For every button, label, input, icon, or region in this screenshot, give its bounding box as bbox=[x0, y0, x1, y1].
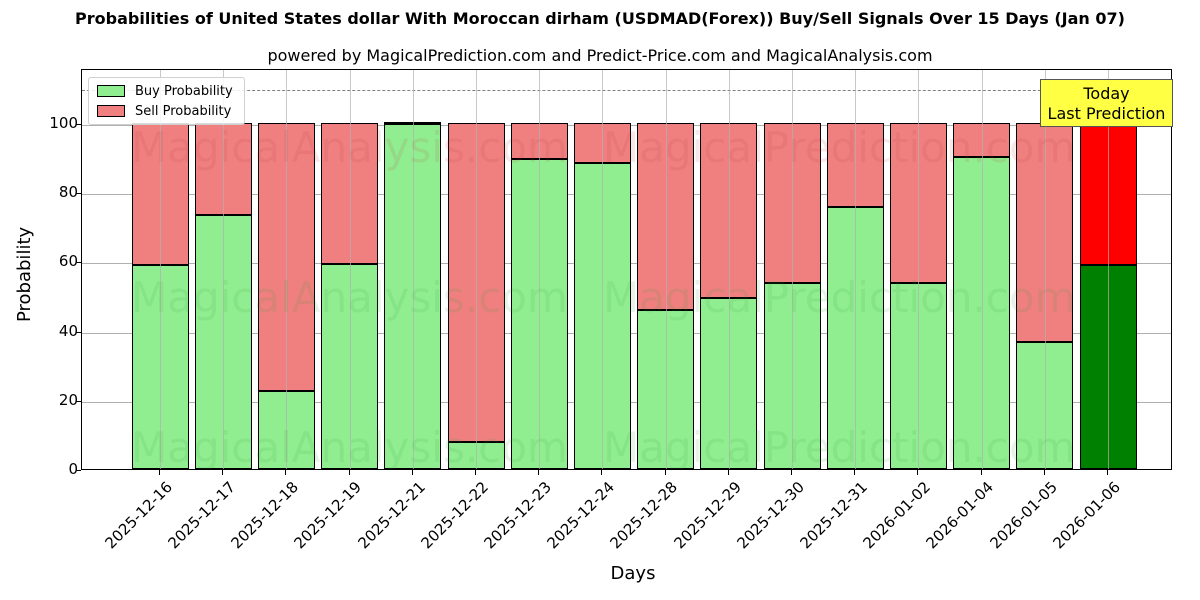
today-annotation-line1: Today bbox=[1083, 84, 1130, 103]
x-tick-mark bbox=[475, 470, 476, 475]
legend-buy-label: Buy Probability bbox=[135, 83, 233, 99]
x-tick-label: 2025-12-21 bbox=[354, 478, 429, 553]
gridline-v bbox=[728, 70, 730, 469]
x-tick-mark bbox=[917, 470, 919, 475]
y-tick-label: 80 bbox=[58, 183, 78, 202]
x-tick-label: 2025-12-16 bbox=[101, 478, 176, 553]
x-tick-label: 2026-01-06 bbox=[1049, 478, 1124, 553]
y-tick-label: 40 bbox=[58, 321, 78, 340]
x-tick-mark bbox=[159, 470, 160, 475]
gridline-v bbox=[1108, 70, 1109, 469]
x-tick-mark bbox=[411, 470, 413, 475]
x-tick-mark bbox=[348, 470, 350, 475]
gridline-v bbox=[665, 70, 667, 469]
gridline-v bbox=[1044, 70, 1046, 469]
x-tick-label: 2025-12-29 bbox=[670, 478, 745, 553]
x-tick-label: 2025-12-24 bbox=[543, 478, 619, 553]
y-axis-title: Probability bbox=[14, 226, 35, 322]
legend-item-buy: Buy Probability bbox=[97, 82, 233, 100]
x-tick-mark bbox=[664, 470, 666, 475]
x-tick-mark bbox=[980, 470, 982, 475]
gridline-v bbox=[981, 70, 983, 469]
x-tick-label: 2025-12-28 bbox=[606, 478, 682, 553]
y-tick-mark bbox=[76, 193, 81, 195]
x-tick-label: 2025-12-30 bbox=[733, 478, 808, 553]
buy-swatch-icon bbox=[97, 85, 125, 97]
x-tick-label: 2025-12-18 bbox=[227, 478, 303, 553]
legend-item-sell: Sell Probability bbox=[97, 102, 231, 120]
gridline-v bbox=[539, 70, 541, 469]
reference-line bbox=[82, 90, 1171, 92]
y-tick-label: 100 bbox=[49, 114, 78, 132]
gridline-v bbox=[855, 70, 857, 469]
gridline-v bbox=[286, 70, 288, 469]
gridline-v bbox=[160, 70, 161, 469]
y-tick-mark bbox=[76, 470, 81, 471]
today-annotation-line2: Last Prediction bbox=[1047, 104, 1166, 123]
y-tick-mark bbox=[76, 262, 81, 264]
gridline-v bbox=[602, 70, 604, 469]
y-tick-mark bbox=[76, 124, 81, 125]
y-tick-label: 60 bbox=[58, 252, 78, 271]
y-tick-mark bbox=[76, 400, 81, 402]
gridline-v bbox=[349, 70, 351, 469]
gridline-v bbox=[476, 70, 477, 469]
x-tick-mark bbox=[285, 470, 287, 475]
x-tick-mark bbox=[791, 470, 792, 475]
x-tick-mark bbox=[222, 470, 224, 475]
y-tick-label: 20 bbox=[58, 390, 78, 409]
x-tick-label: 2026-01-02 bbox=[859, 478, 935, 553]
gridline-v bbox=[412, 70, 414, 469]
x-tick-mark bbox=[601, 470, 603, 475]
x-tick-label: 2025-12-19 bbox=[290, 478, 366, 553]
x-tick-mark bbox=[727, 470, 729, 475]
x-tick-label: 2026-01-05 bbox=[986, 478, 1061, 553]
y-tick-mark bbox=[76, 331, 81, 333]
x-tick-mark bbox=[1043, 470, 1045, 475]
gridline-v bbox=[223, 70, 225, 469]
x-tick-label: 2025-12-17 bbox=[164, 478, 239, 553]
plot-area: MagicalAnalysis.comMagicalPrediction.com… bbox=[81, 69, 1172, 470]
chart-title: Probabilities of United States dollar Wi… bbox=[75, 9, 1125, 28]
x-tick-mark bbox=[854, 470, 856, 475]
x-tick-label: 2025-12-22 bbox=[417, 478, 492, 553]
today-annotation: Today Last Prediction bbox=[1040, 79, 1173, 127]
legend: Buy Probability Sell Probability bbox=[88, 77, 245, 125]
gridline-v bbox=[918, 70, 920, 469]
legend-sell-label: Sell Probability bbox=[135, 103, 232, 119]
x-tick-mark bbox=[538, 470, 540, 475]
sell-swatch-icon bbox=[97, 105, 125, 117]
x-axis-title: Days bbox=[610, 563, 656, 584]
chart-subtitle: powered by MagicalPrediction.com and Pre… bbox=[267, 46, 933, 65]
x-tick-label: 2025-12-23 bbox=[480, 478, 555, 553]
x-tick-label: 2025-12-31 bbox=[796, 478, 871, 553]
x-tick-mark bbox=[1107, 470, 1108, 475]
gridline-v bbox=[792, 70, 793, 469]
x-tick-label: 2026-01-04 bbox=[922, 478, 998, 553]
y-tick-label: 0 bbox=[68, 460, 78, 478]
